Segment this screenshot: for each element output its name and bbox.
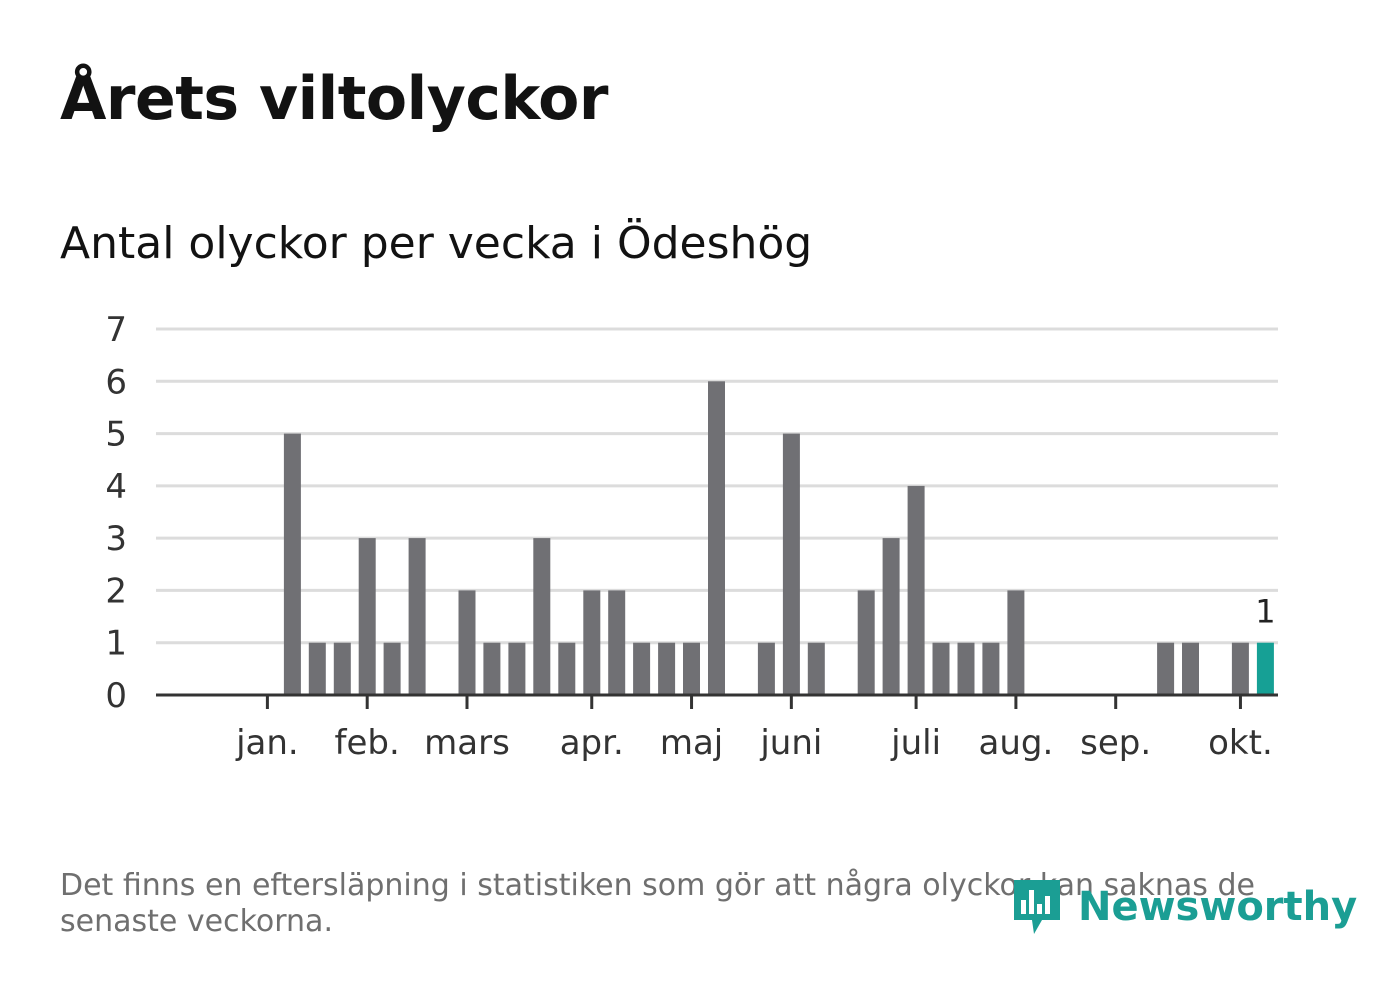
data-label: 1 [1255, 593, 1275, 631]
bar-highlight [1256, 642, 1274, 695]
x-tick-label: mars [424, 723, 510, 763]
bar [583, 590, 601, 695]
bar [383, 642, 401, 695]
bar [608, 590, 626, 695]
chart-title: Årets viltolyckor [60, 64, 609, 134]
bar [333, 642, 351, 695]
y-tick-label: 3 [105, 519, 127, 559]
bar [633, 642, 651, 695]
y-tick-label: 6 [105, 362, 127, 402]
x-tick-label: maj [660, 723, 723, 763]
y-tick-label: 5 [105, 415, 127, 455]
bar [1182, 642, 1199, 695]
bar [533, 538, 551, 695]
data-labels: 1 [1255, 593, 1275, 631]
brand-name: Newsworthy [1078, 884, 1358, 930]
bar [408, 538, 426, 695]
newsworthy-chart-icon [1014, 880, 1060, 934]
y-axis-ticks: 0 1 2 3 4 5 6 7 [105, 310, 127, 716]
bar [782, 433, 800, 695]
newsworthy-logo[interactable]: Newsworthy [1010, 876, 1357, 938]
x-tick-label: juni [759, 723, 822, 763]
bar [857, 590, 875, 695]
bar [483, 642, 501, 695]
bar [508, 642, 526, 695]
bar [932, 642, 950, 695]
bar [982, 642, 1000, 695]
x-tick-label: aug. [979, 723, 1054, 763]
bar [807, 642, 825, 695]
bar [1231, 642, 1249, 695]
y-tick-label: 4 [105, 467, 127, 507]
x-tick-label: sep. [1080, 723, 1151, 763]
x-tick-label: okt. [1208, 723, 1273, 763]
chart-subtitle: Antal olyckor per vecka i Ödeshög [60, 218, 813, 269]
bar [683, 642, 700, 695]
x-tick-label: apr. [560, 723, 624, 763]
bar [658, 642, 676, 695]
x-tick-label: jan. [235, 723, 299, 763]
bar [558, 642, 576, 695]
bar [1157, 642, 1175, 695]
bars [283, 381, 1274, 695]
y-tick-label: 2 [105, 571, 127, 611]
y-tick-label: 7 [105, 310, 127, 350]
bar [957, 642, 975, 695]
y-tick-label: 1 [105, 624, 127, 664]
bar [358, 538, 376, 695]
bar [708, 381, 725, 695]
bar [757, 642, 775, 695]
y-tick-label: 0 [105, 676, 127, 716]
x-tick-label: feb. [335, 723, 400, 763]
x-axis-ticks: jan. feb. mars apr. maj juni juli aug. sep. okt. [235, 695, 1273, 763]
x-tick-label: juli [890, 723, 941, 763]
bar [882, 538, 900, 695]
bar [283, 433, 301, 695]
bar [907, 485, 925, 695]
bar [1007, 590, 1025, 695]
bar [308, 642, 326, 695]
bar [458, 590, 476, 695]
